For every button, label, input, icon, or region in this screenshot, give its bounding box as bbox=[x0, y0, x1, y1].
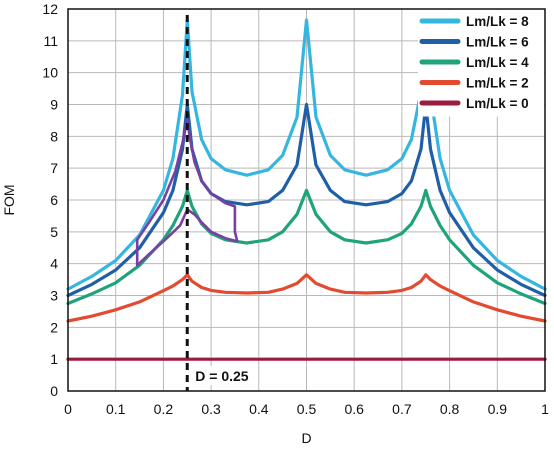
x-tick-label: 0.6 bbox=[344, 401, 364, 417]
legend-label-3: Lm/Lk = 2 bbox=[466, 76, 529, 91]
x-tick-label: 0.7 bbox=[392, 401, 412, 417]
annotation-layer: D = 0.25 bbox=[185, 15, 258, 391]
series-line-2 bbox=[66, 188, 547, 306]
highlight-layer bbox=[135, 119, 239, 267]
legend-label-0: Lm/Lk = 8 bbox=[466, 14, 529, 29]
legend-label-1: Lm/Lk = 6 bbox=[466, 35, 529, 50]
y-tick-label: 4 bbox=[50, 256, 58, 272]
y-tick-label: 11 bbox=[43, 33, 58, 49]
x-tick-label: 0.5 bbox=[297, 401, 317, 417]
y-tick-label: 2 bbox=[50, 319, 58, 335]
x-tick-label: 0.8 bbox=[440, 401, 460, 417]
x-tick-label: 0.9 bbox=[488, 401, 508, 417]
y-tick-label: 8 bbox=[50, 128, 58, 144]
highlight-region-outline bbox=[135, 119, 239, 267]
x-tick-label: 0.1 bbox=[106, 401, 126, 417]
d-marker-label: D = 0.25 bbox=[195, 368, 249, 384]
x-tick-labels: 0 0.1 0.2 0.3 0.4 0.5 0.6 0.7 0.8 0.9 1 bbox=[64, 401, 549, 417]
y-axis-label: FOM bbox=[1, 184, 17, 215]
d-marker-label-background bbox=[191, 366, 258, 386]
y-tick-label: 3 bbox=[50, 288, 58, 304]
x-axis-label: D bbox=[301, 430, 311, 446]
y-tick-label: 7 bbox=[50, 160, 58, 176]
y-tick-label: 5 bbox=[50, 224, 58, 240]
legend-label-2: Lm/Lk = 4 bbox=[466, 55, 529, 70]
y-tick-label: 1 bbox=[50, 351, 58, 367]
x-tick-label: 1 bbox=[541, 401, 549, 417]
x-tick-label: 0.2 bbox=[154, 401, 174, 417]
y-tick-label: 10 bbox=[42, 65, 58, 81]
x-tick-label: 0 bbox=[64, 401, 72, 417]
series-line-0 bbox=[66, 18, 547, 291]
y-tick-label: 9 bbox=[50, 97, 58, 113]
y-tick-label: 12 bbox=[42, 1, 58, 17]
y-tick-label: 6 bbox=[50, 192, 58, 208]
legend: Lm/Lk = 8 Lm/Lk = 6 Lm/Lk = 4 Lm/Lk = 2 Lm/L… bbox=[418, 10, 544, 117]
x-tick-label: 0.3 bbox=[201, 401, 221, 417]
series-layer bbox=[66, 18, 547, 361]
legend-label-4: Lm/Lk = 0 bbox=[466, 96, 529, 111]
series-line-3 bbox=[66, 273, 547, 323]
y-tick-label: 0 bbox=[50, 383, 58, 399]
x-tick-label: 0.4 bbox=[249, 401, 269, 417]
series-line-1 bbox=[66, 102, 547, 298]
plot-frame bbox=[67, 8, 546, 392]
